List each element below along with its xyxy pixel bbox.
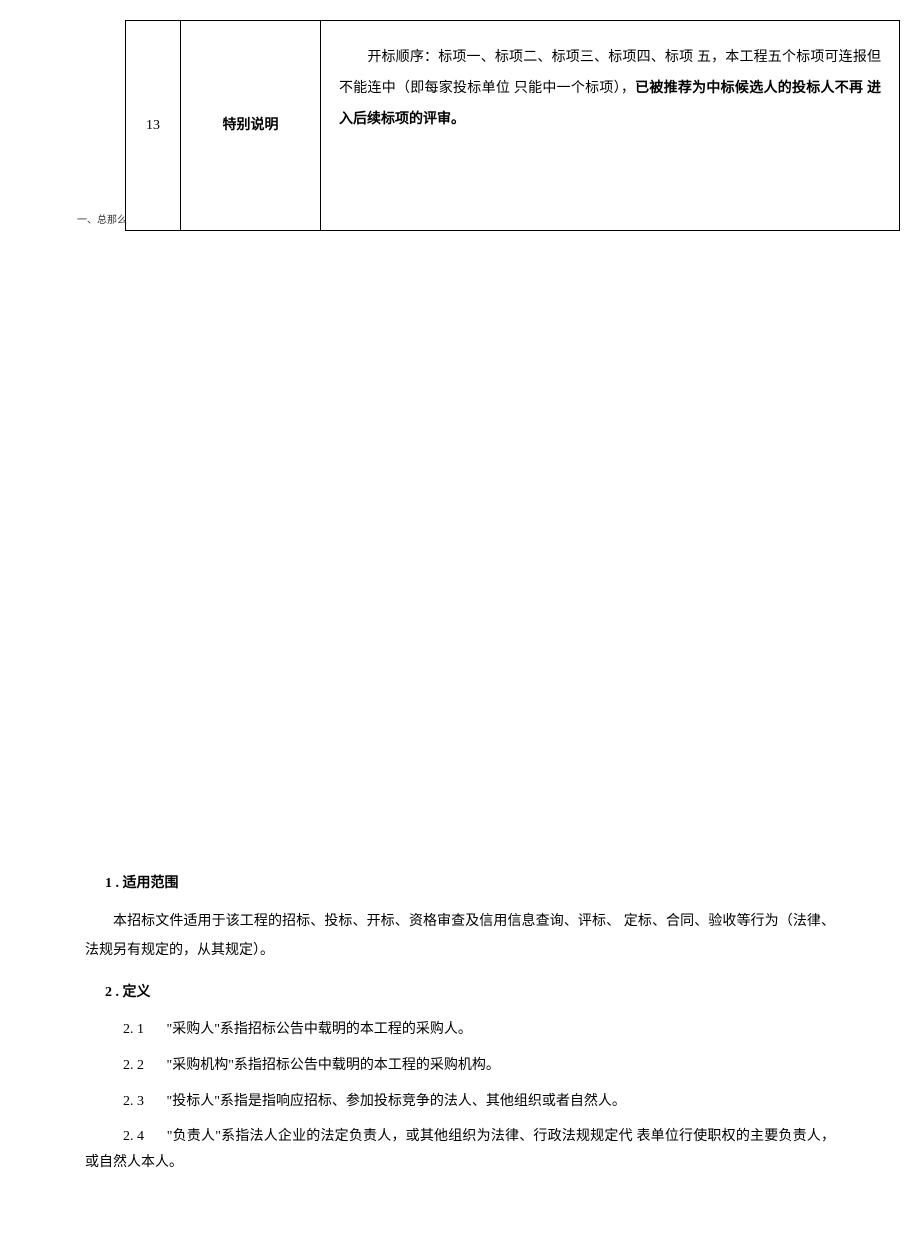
definition-item: 2. 4 "负责人"系指法人企业的法定负责人，或其他组织为法律、行政法规规定代 … xyxy=(85,1124,835,1177)
def-text: "负责人"系指法人企业的法定负责人，或其他组织为法律、行政法规规定代 表单位行使… xyxy=(85,1129,835,1171)
def-number: 2. 2 xyxy=(123,1052,163,1080)
section-1-para: 本招标文件适用于该工程的招标、投标、开标、资格审查及信用信息查询、评标、 定标、… xyxy=(85,907,835,966)
spec-table: 13 特别说明 开标顺序：标项一、标项二、标项三、标项四、标项 五，本工程五个标… xyxy=(125,20,900,231)
def-number: 2. 4 xyxy=(123,1124,163,1151)
definition-item: 2. 2 "采购机构"系指招标公告中载明的本工程的采购机构。 xyxy=(123,1052,835,1080)
section-2-title: 2 . 定义 xyxy=(105,980,835,1005)
def-text: "采购人"系指招标公告中载明的本工程的采购人。 xyxy=(167,1022,472,1037)
def-text: "采购机构"系指招标公告中载明的本工程的采购机构。 xyxy=(167,1058,500,1073)
def-number: 2. 3 xyxy=(123,1088,163,1116)
def-text: "投标人"系指是指响应招标、参加投标竞争的法人、其他组织或者自然人。 xyxy=(167,1094,626,1109)
row-number-cell: 13 xyxy=(126,21,181,231)
document-body: 1 . 适用范围 本招标文件适用于该工程的招标、投标、开标、资格审查及信用信息查… xyxy=(85,871,835,1176)
table-container: 一、总那么 13 特别说明 开标顺序：标项一、标项二、标项三、标项四、标项 五，… xyxy=(125,20,900,231)
section-1-title: 1 . 适用范围 xyxy=(105,871,835,896)
definition-item: 2. 3 "投标人"系指是指响应招标、参加投标竞争的法人、其他组织或者自然人。 xyxy=(123,1088,835,1116)
side-section-label: 一、总那么 xyxy=(77,212,127,230)
row-label-cell: 特别说明 xyxy=(181,21,321,231)
table-row: 13 特别说明 开标顺序：标项一、标项二、标项三、标项四、标项 五，本工程五个标… xyxy=(126,21,900,231)
definition-item: 2. 1 "采购人"系指招标公告中载明的本工程的采购人。 xyxy=(123,1016,835,1044)
row-content-cell: 开标顺序：标项一、标项二、标项三、标项四、标项 五，本工程五个标项可连报但不能连… xyxy=(321,21,900,231)
def-number: 2. 1 xyxy=(123,1016,163,1044)
